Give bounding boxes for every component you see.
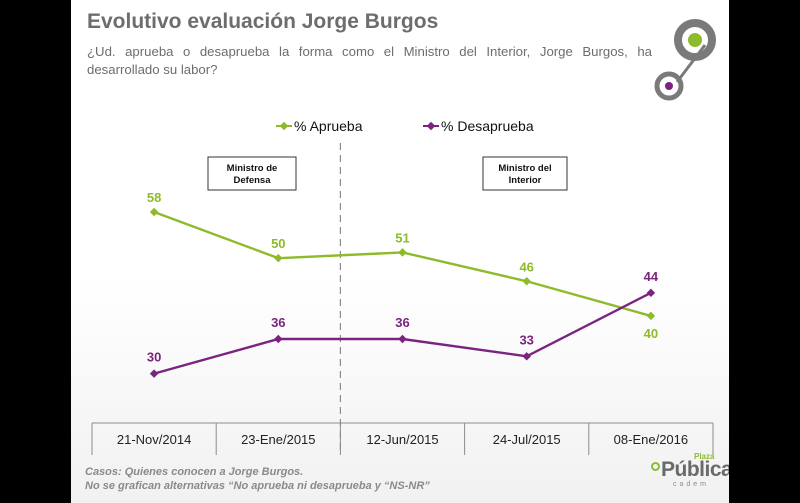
- annotation-text: Ministro de Defensa: [227, 163, 278, 186]
- slide: Evolutivo evaluación Jorge Burgos ¿Ud. a…: [71, 0, 729, 503]
- page-title: Evolutivo evaluación Jorge Burgos: [87, 10, 439, 33]
- small-ring-icon: [654, 71, 684, 101]
- annotation-box: [482, 156, 568, 191]
- data-point: [522, 277, 531, 286]
- annotation-text: Ministro del Interior: [498, 163, 551, 186]
- series-line: [153, 291, 652, 375]
- data-label: 36: [271, 315, 285, 330]
- data-point: [398, 248, 407, 257]
- gray-ring-icon: [674, 19, 716, 61]
- data-label: 50: [271, 236, 285, 251]
- x-tick-label: 12-Jun/2015: [366, 432, 438, 447]
- legend-swatch-marker: [279, 121, 289, 131]
- data-label: 44: [644, 269, 659, 284]
- logo-ring-icon: [651, 462, 660, 471]
- line-chart: 21-Nov/2014 23-Ene/2015 12-Jun/2015 24-Jul/…: [91, 19, 716, 455]
- connector-line-icon: [675, 44, 707, 83]
- footnote: Casos: Quienes conocen a Jorge Burgos. N…: [85, 465, 430, 493]
- data-point: [646, 311, 656, 321]
- green-dot-icon: [688, 33, 702, 47]
- plaza-publica-cadem-logo: Plaza Pública cadem: [649, 452, 729, 494]
- data-point: [398, 334, 407, 344]
- logo-main-text: Pública: [661, 458, 729, 481]
- footnote-line-cases: Casos: Quienes conocen a Jorge Burgos.: [85, 466, 304, 478]
- data-label: 46: [519, 259, 533, 274]
- logo-top-text: Plaza: [694, 452, 715, 461]
- data-label: 58: [147, 190, 161, 205]
- purple-dot-icon: [665, 82, 673, 90]
- x-tick-label: 24-Jul/2015: [493, 432, 561, 447]
- footnote-line-excluded: No se grafican alternativas “No aprueba …: [85, 480, 430, 492]
- data-point: [149, 369, 159, 378]
- data-label: 51: [395, 230, 409, 245]
- data-point: [522, 352, 531, 361]
- series-line: [153, 210, 652, 318]
- legend-swatch-marker: [426, 121, 436, 131]
- x-tick-label: 21-Nov/2014: [117, 432, 191, 447]
- annotation-box: [207, 156, 297, 191]
- question-subtitle: ¿Ud. aprueba o desaprueba la forma como …: [87, 44, 652, 77]
- data-label: 40: [644, 326, 658, 341]
- legend-label: % Aprueba: [294, 118, 363, 134]
- data-label: 30: [147, 350, 161, 365]
- legend-label: % Desaprueba: [441, 118, 534, 134]
- data-label: 36: [395, 315, 409, 330]
- x-tick-label: 23-Ene/2015: [241, 432, 315, 447]
- data-point: [149, 207, 159, 217]
- data-point: [274, 334, 283, 344]
- logo-sub-text: cadem: [673, 481, 710, 488]
- x-tick-label: 08-Ene/2016: [614, 432, 688, 447]
- data-label: 33: [519, 332, 533, 347]
- data-point: [646, 288, 656, 298]
- data-point: [274, 253, 283, 263]
